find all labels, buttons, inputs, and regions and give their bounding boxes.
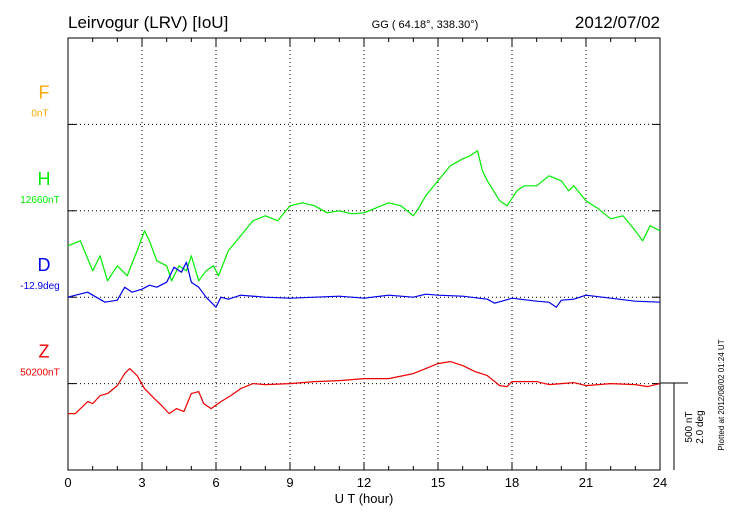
x-tick-label: 24	[653, 475, 667, 490]
series-name-d: D	[38, 255, 51, 275]
station-title: Leirvogur (LRV) [IoU]	[68, 13, 228, 32]
series-line-z	[68, 361, 661, 415]
x-tick-label: 0	[64, 475, 71, 490]
series-line-d	[67, 261, 661, 308]
date-label: 2012/07/02	[575, 13, 660, 32]
x-tick-label: 18	[505, 475, 519, 490]
series-name-z: Z	[39, 342, 50, 362]
series-baseline-d: -12.9deg	[20, 281, 59, 292]
x-tick-label: 21	[579, 475, 593, 490]
coordinates-label: GG ( 64.18°, 338.30°)	[372, 19, 479, 31]
series-name-f: F	[39, 82, 50, 102]
scale-bar-nt-label: 500 nT	[684, 411, 695, 442]
x-tick-label: 15	[431, 475, 445, 490]
series-baseline-z: 50200nT	[20, 368, 59, 379]
series-baseline-f: 0nT	[31, 108, 48, 119]
tick-layer	[67, 38, 661, 470]
plotted-at-note: Plotted at 2012/08/02 01:24 UT	[717, 339, 726, 450]
series-line-h	[67, 150, 661, 282]
series-baseline-h: 12660nT	[20, 195, 59, 206]
label-layer: 0 3 6 9 12 15 18 21 24 F 0nT H 12660nT D -12.9deg Z 5020…	[20, 82, 667, 490]
grid-layer	[68, 38, 660, 470]
scale-bar-deg-label: 2.0 deg	[695, 410, 706, 443]
x-tick-label: 12	[357, 475, 371, 490]
x-tick-label: 6	[212, 475, 219, 490]
series-name-h: H	[38, 169, 51, 189]
x-tick-label: 9	[286, 475, 293, 490]
x-axis-title: U T (hour)	[335, 491, 394, 506]
series-layer	[67, 150, 661, 415]
x-tick-label: 3	[138, 475, 145, 490]
